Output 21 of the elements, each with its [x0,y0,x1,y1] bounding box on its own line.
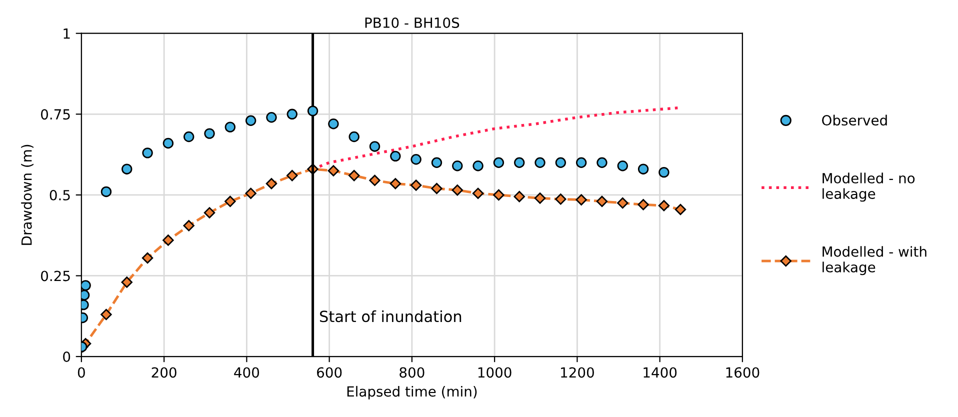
x-tick-label: 0 [78,367,85,378]
x-tick-label: 600 [317,367,342,378]
y-tick-label: 0.25 [41,270,70,282]
x-tick-label: 1600 [726,367,760,378]
x-tick-label: 400 [234,367,260,378]
x-tick-label: 1200 [561,367,594,378]
legend-label: Modelled - no leakage [822,172,915,202]
y-tick-label: 0 [63,352,70,362]
y-tick-label: 0.5 [50,190,70,200]
y-tick-label: 1 [64,28,70,39]
x-axis-title: Elapsed time (min) [347,386,477,400]
x-tick-label: 1000 [478,367,512,378]
legend-label: Modelled - with leakage [822,246,926,276]
ref-line-label: Start of inundation [320,310,462,322]
chart-title: PB10 - BH10S [365,17,460,28]
x-tick-label: 800 [400,367,424,378]
legend-label: Observed [822,114,887,126]
x-tick-label: 1400 [644,367,677,378]
y-axis-title: Drawdown (m) [21,144,34,245]
y-tick-label: 0.75 [41,109,70,120]
x-tick-label: 200 [152,367,176,378]
